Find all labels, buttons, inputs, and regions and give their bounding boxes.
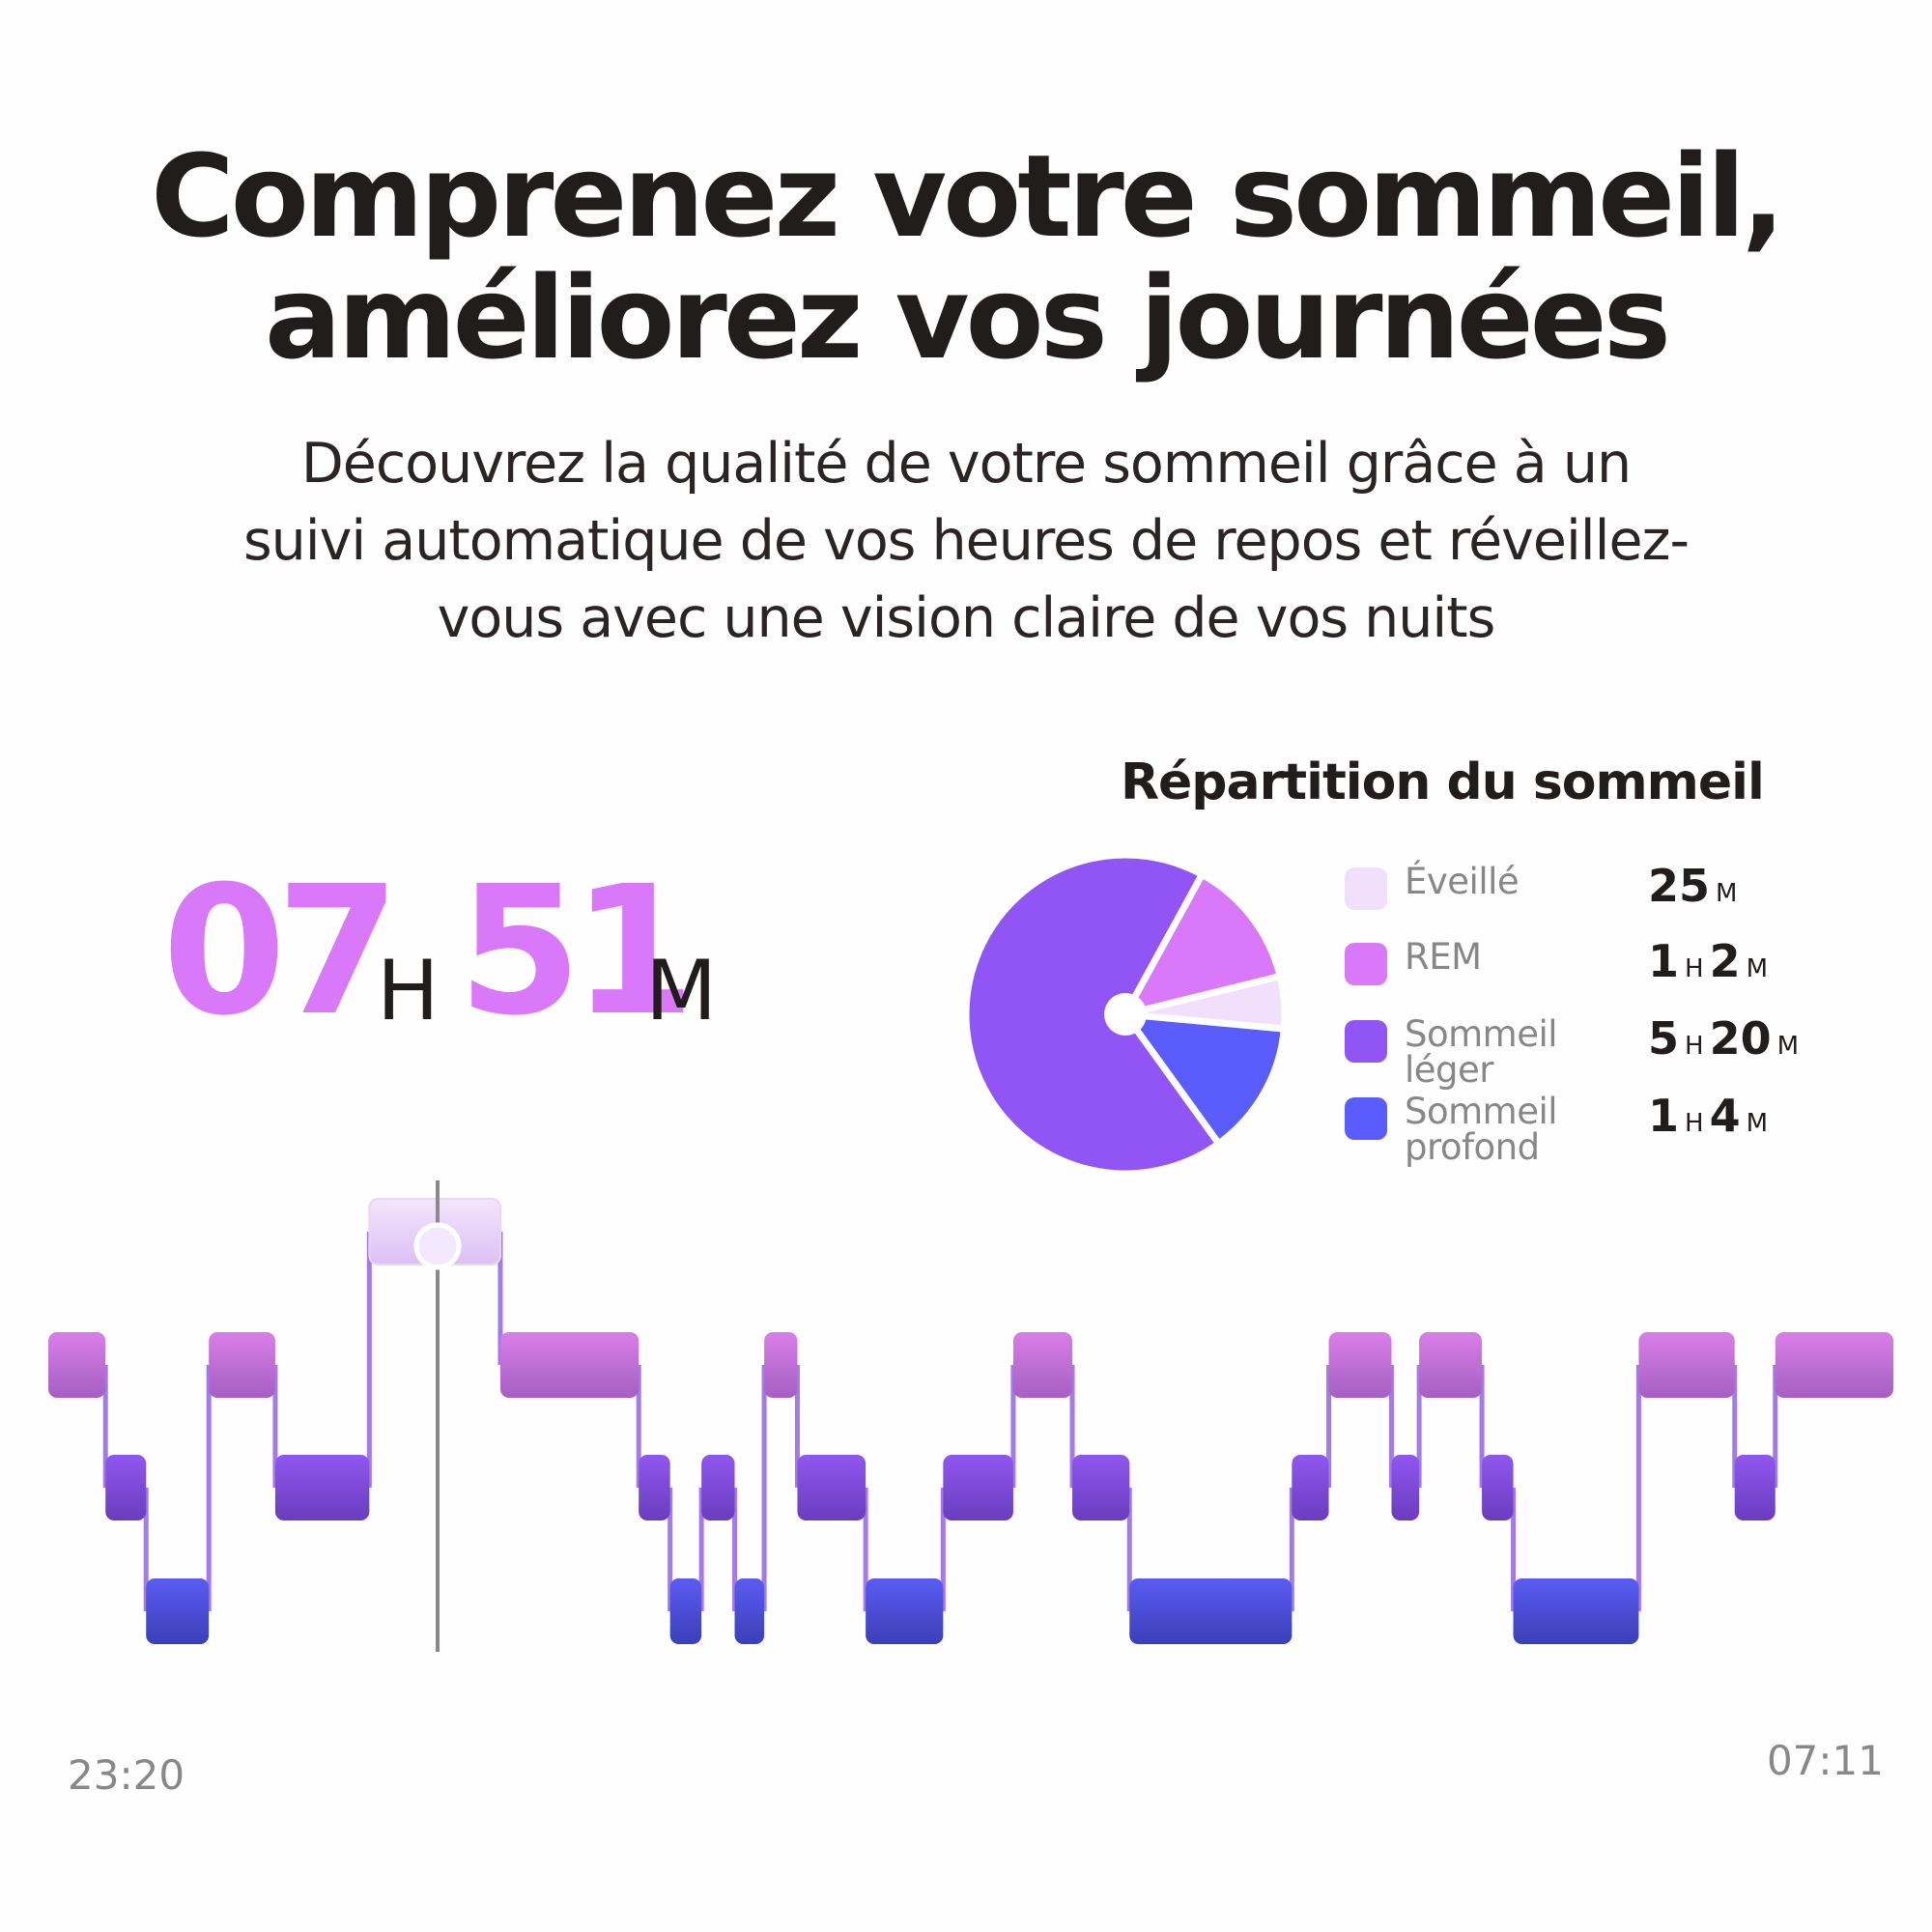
- stage-bar: [1482, 1455, 1514, 1520]
- legend-item-light-sleep: Sommeil léger 5 H 20 M: [1343, 1012, 1884, 1099]
- time-start-label: 23:20: [68, 1751, 185, 1799]
- legend-item-awake: Éveillé 25 M: [1343, 860, 1884, 947]
- subtitle-line-3: vous avec une vision claire de vos nuits: [437, 586, 1496, 650]
- sleep-breakdown-pie: [962, 851, 1289, 1178]
- stage-bar: [943, 1455, 1013, 1520]
- headline-line-1: Comprenez votre sommeil,: [151, 129, 1785, 263]
- total-sleep-duration: 07 H 51 M: [162, 848, 761, 1055]
- time-end-label: 07:11: [1766, 1737, 1884, 1784]
- legend-label-deep-sleep: Sommeil profond: [1405, 1091, 1558, 1168]
- stage-bar: [797, 1455, 867, 1520]
- breakdown-title: Répartition du sommeil: [1121, 753, 1765, 811]
- pie-slice-rem: [1122, 870, 1284, 1018]
- stage-bar: [1638, 1332, 1735, 1398]
- stage-bar: [639, 1455, 670, 1520]
- time-cursor-handle[interactable]: [413, 1222, 462, 1270]
- legend-label-light-sleep: Sommeil léger: [1405, 1013, 1558, 1091]
- stage-bar: [701, 1455, 735, 1520]
- legend-label-awake: Éveillé: [1405, 861, 1520, 902]
- legend-label-rem: REM: [1405, 936, 1482, 978]
- stage-bar: [669, 1578, 702, 1644]
- stage-bar: [1072, 1455, 1130, 1520]
- stage-bar: [1419, 1332, 1483, 1398]
- stage-bar: [1391, 1455, 1420, 1520]
- stage-bar: [1775, 1332, 1893, 1398]
- stage-bar: [146, 1578, 210, 1644]
- legend-value-awake: 25 M: [1648, 860, 1738, 912]
- legend-swatch-deep-sleep: [1345, 1097, 1387, 1140]
- sleep-stage-chart: [48, 1180, 1893, 1652]
- legend-swatch-light-sleep: [1345, 1020, 1387, 1063]
- stage-bar: [1012, 1332, 1073, 1398]
- stage-bar: [1292, 1455, 1329, 1520]
- stage-bar: [1734, 1455, 1776, 1520]
- stage-bar: [866, 1578, 944, 1644]
- legend-value-light-sleep: 5 H 20 M: [1648, 1012, 1800, 1065]
- stage-bar: [499, 1332, 639, 1398]
- pie-slice-deep-sleep: [1122, 1010, 1288, 1148]
- headline-line-2: améliorez vos journées: [265, 251, 1671, 384]
- subtitle-line-1: Découvrez la qualité de votre sommeil gr…: [300, 432, 1632, 496]
- legend-swatch-rem: [1345, 943, 1387, 985]
- pie-slice-light-sleep: [962, 851, 1223, 1178]
- headline: Comprenez votre sommeil, améliorez vos j…: [0, 135, 1932, 379]
- duration-minutes: 51: [458, 848, 696, 1055]
- stage-bar: [1129, 1578, 1293, 1644]
- stage-bar: [734, 1578, 765, 1644]
- subtitle-line-2: suivi automatique de vos heures de repos…: [242, 509, 1690, 573]
- stage-bar: [274, 1455, 370, 1520]
- stage-bar: [1328, 1332, 1392, 1398]
- duration-minutes-unit: M: [645, 943, 718, 1039]
- duration-hours-unit: H: [377, 943, 440, 1039]
- stage-bar: [1513, 1578, 1639, 1644]
- stage-bar: [48, 1332, 106, 1398]
- legend-swatch-awake: [1345, 867, 1387, 910]
- stage-bar: [764, 1332, 798, 1398]
- stage-bar: [105, 1455, 147, 1520]
- subtitle: Découvrez la qualité de votre sommeil gr…: [0, 425, 1932, 657]
- duration-hours: 07: [162, 848, 400, 1055]
- stage-bar: [209, 1332, 275, 1398]
- pie-center-dot: [1104, 993, 1147, 1036]
